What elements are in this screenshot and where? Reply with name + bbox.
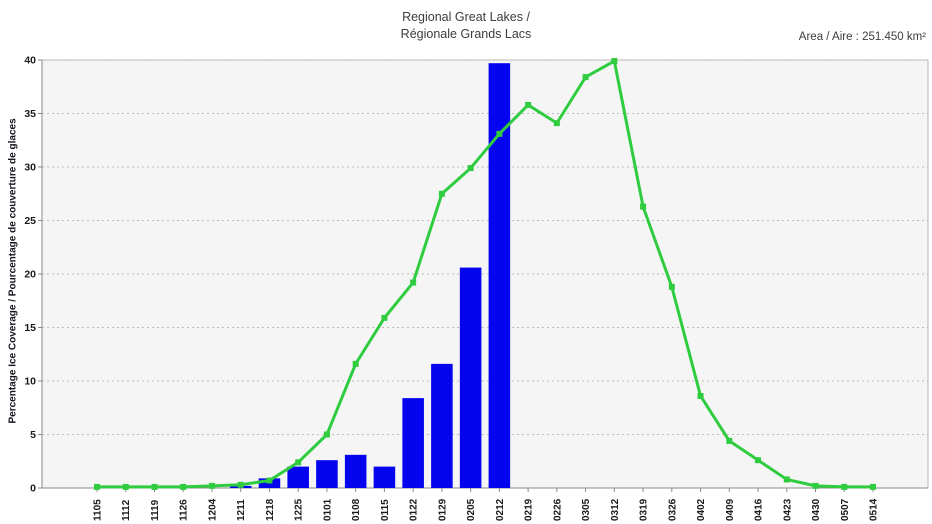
- bar: [287, 466, 309, 488]
- x-tick-label: 0122: [409, 498, 420, 521]
- line-marker: [870, 483, 876, 490]
- x-tick-label: 0129: [437, 498, 448, 521]
- line-marker: [553, 120, 560, 127]
- line-marker: [295, 459, 302, 466]
- x-tick-label: 1105: [93, 499, 104, 521]
- line-marker: [266, 477, 273, 484]
- line-marker: [381, 314, 388, 321]
- bar: [344, 454, 367, 488]
- x-tick-label: 0430: [811, 498, 822, 521]
- x-tick-label: 0514: [869, 498, 880, 521]
- x-tick-label: 0115: [380, 499, 391, 521]
- line-marker: [582, 74, 589, 81]
- x-tick-label: 1218: [265, 498, 276, 521]
- line-marker: [611, 58, 618, 65]
- line-marker: [180, 483, 187, 490]
- x-tick-label: 0319: [639, 498, 650, 521]
- x-tick-label: 0416: [754, 498, 765, 521]
- line-marker: [94, 483, 100, 490]
- chart-title-line1: Regional Great Lakes /: [402, 10, 530, 24]
- line-marker: [496, 130, 503, 137]
- x-tick-label: 0326: [667, 498, 678, 521]
- x-tick-label: 0101: [322, 498, 333, 521]
- y-tick-label: 20: [24, 269, 36, 281]
- line-marker: [323, 431, 330, 438]
- y-tick-label: 25: [24, 215, 36, 227]
- bar: [488, 63, 511, 489]
- y-tick-label: 30: [24, 162, 36, 174]
- x-tick-label: 0212: [495, 498, 506, 521]
- x-tick-label: 0312: [610, 498, 621, 521]
- chart-title-line2: Régionale Grands Lacs: [400, 27, 532, 41]
- bar: [373, 466, 396, 488]
- bar: [316, 460, 338, 488]
- line-marker: [438, 190, 445, 197]
- line-marker: [410, 279, 417, 286]
- x-tick-label: 0226: [552, 498, 563, 521]
- line-marker: [525, 101, 532, 108]
- bar: [431, 363, 453, 488]
- y-tick-label: 40: [24, 55, 36, 67]
- y-tick-label: 0: [30, 483, 36, 495]
- x-tick-label: 1119: [150, 499, 161, 521]
- line-marker: [208, 482, 215, 489]
- line-series: [97, 59, 873, 489]
- line-marker: [237, 481, 244, 488]
- x-tick-label: 0108: [351, 498, 362, 521]
- chart-title: Regional Great Lakes / Régionale Grands …: [0, 9, 932, 43]
- x-tick-label: 0305: [581, 498, 592, 521]
- line-marker: [668, 283, 675, 290]
- bar: [402, 398, 424, 488]
- y-tick-label: 35: [24, 108, 36, 120]
- line-marker: [697, 392, 704, 399]
- line-marker: [467, 165, 474, 172]
- line-marker: [151, 483, 158, 490]
- x-tick-label: 1126: [179, 499, 190, 521]
- line-marker: [812, 482, 819, 489]
- line-marker: [122, 483, 129, 490]
- x-tick-label: 0219: [524, 498, 535, 521]
- x-tick-label: 1211: [236, 499, 247, 521]
- area-label: Area / Aire : 251.450 km²: [798, 31, 926, 43]
- line-marker: [841, 483, 848, 490]
- line-marker: [783, 476, 790, 483]
- x-tick-label: 1112: [121, 499, 132, 521]
- x-tick-label: 0423: [782, 498, 793, 521]
- x-tick-label: 0507: [840, 498, 851, 521]
- y-tick-label: 15: [24, 322, 36, 334]
- line-marker: [640, 203, 647, 210]
- line-marker: [352, 360, 359, 367]
- x-tick-label: 0402: [696, 498, 707, 521]
- x-tick-label: 0409: [725, 498, 736, 521]
- line-marker: [755, 457, 762, 464]
- y-tick-label: 10: [24, 376, 36, 388]
- x-tick-label: 0205: [466, 498, 477, 521]
- line-marker: [726, 437, 733, 444]
- y-tick-label: 5: [30, 429, 36, 441]
- plot-area: [41, 59, 929, 489]
- x-tick-label: 1225: [294, 498, 305, 521]
- bar: [459, 267, 482, 488]
- x-tick-label: 1204: [207, 498, 218, 521]
